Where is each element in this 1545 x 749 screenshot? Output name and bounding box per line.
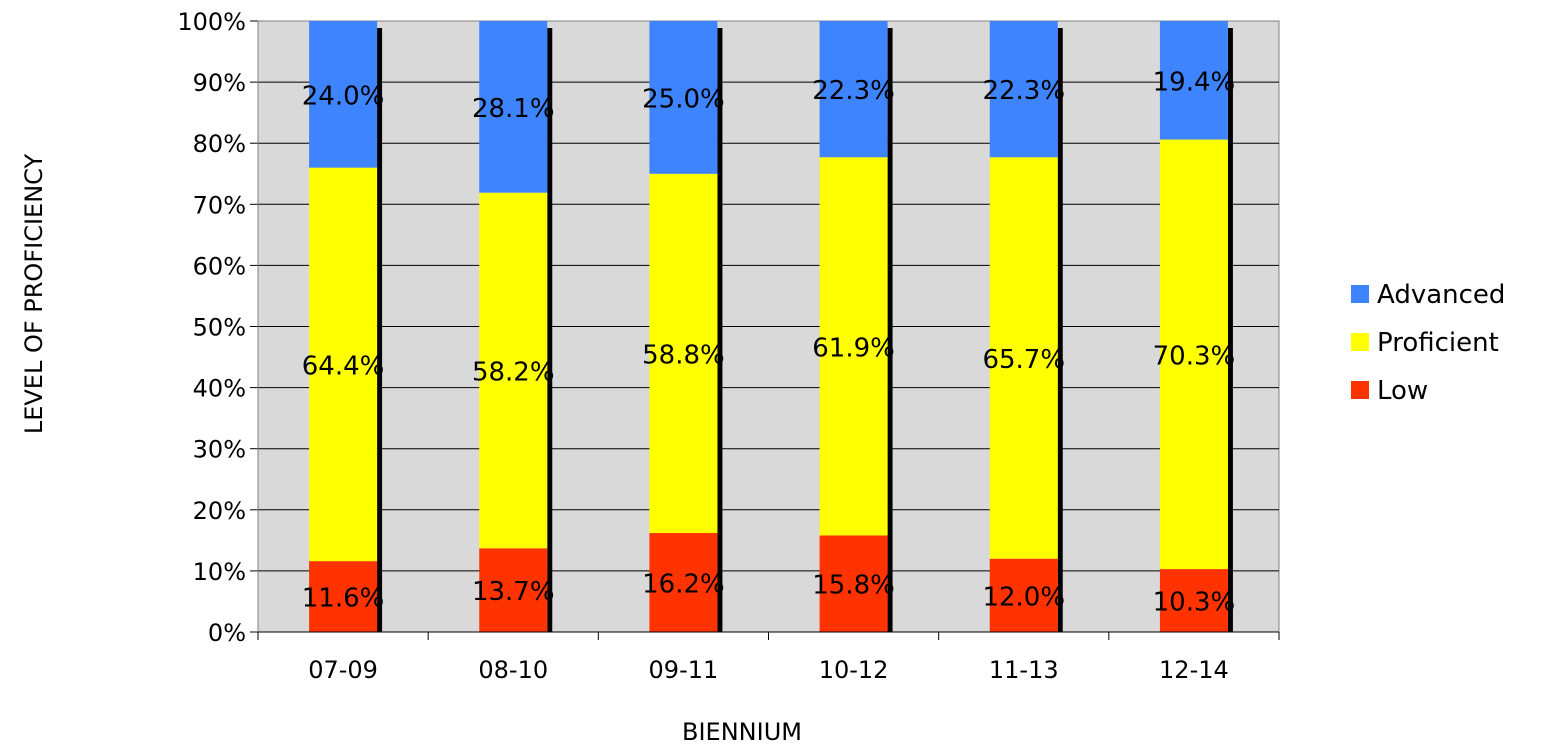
bar-low-09-11 [649, 533, 718, 632]
bar-proficient-07-09 [309, 167, 378, 562]
legend-swatch-advanced [1351, 285, 1369, 303]
bar-advanced-08-10 [479, 21, 548, 193]
bar-shadow [547, 28, 553, 632]
data-label-proficient: 61.9% [812, 333, 895, 363]
data-label-advanced: 19.4% [1153, 67, 1236, 97]
y-axis-title: LEVEL OF PROFICIENCY [20, 154, 48, 435]
bar-shadow [717, 28, 723, 632]
bar-low-07-09 [309, 561, 378, 632]
data-label-low: 15.8% [812, 571, 895, 601]
x-tick-labels: 07-09 08-10 09-11 10-12 11-13 12-14 [308, 656, 1229, 684]
data-label-proficient: 58.8% [642, 340, 725, 370]
data-label-low: 10.3% [1153, 588, 1236, 618]
data-label-low: 13.7% [472, 577, 555, 607]
bar-shadow [1057, 28, 1063, 632]
y-tick-labels: 0% 10% 20% 30% 40% 50% 60% 70% 80% 90% 100% [177, 8, 246, 647]
data-label-proficient: 70.3% [1153, 341, 1236, 371]
x-tick-label: 12-14 [1159, 656, 1229, 684]
bar-low-12-14 [1159, 569, 1228, 632]
legend-label-proficient: Proficient [1377, 328, 1499, 358]
bar-low-10-12 [819, 535, 888, 632]
data-labels: 11.6% 64.4% 24.0% 13.7% 58.2% 28.1% 16.2% 58.8%… [302, 67, 1235, 617]
y-tick-label: 40% [193, 375, 246, 403]
data-label-proficient: 65.7% [982, 345, 1065, 375]
bar-proficient-10-12 [819, 157, 888, 536]
data-label-proficient: 64.4% [302, 351, 385, 381]
bar-low-08-10 [479, 548, 548, 632]
legend-label-advanced: Advanced [1377, 280, 1505, 310]
y-tick-label: 70% [193, 191, 246, 219]
bar-advanced-07-09 [309, 21, 378, 168]
data-label-advanced: 28.1% [472, 94, 555, 124]
axes [250, 20, 1280, 640]
data-label-advanced: 22.3% [812, 76, 895, 106]
data-label-low: 11.6% [302, 584, 385, 614]
x-tick-label: 07-09 [308, 656, 378, 684]
y-tick-label: 50% [193, 314, 246, 342]
y-tick-label: 100% [177, 8, 246, 36]
data-label-low: 12.0% [982, 582, 1065, 612]
legend-swatch-proficient [1351, 333, 1369, 351]
bar-proficient-11-13 [989, 157, 1058, 559]
data-label-low: 16.2% [642, 570, 725, 600]
bars [309, 21, 1228, 632]
data-label-proficient: 58.2% [472, 357, 555, 387]
y-tick-label: 20% [193, 497, 246, 525]
bar-shadow [377, 28, 383, 632]
y-tick-label: 90% [193, 69, 246, 97]
bar-proficient-08-10 [479, 192, 548, 549]
bar-advanced-09-11 [649, 21, 718, 174]
y-tick-label: 60% [193, 252, 246, 280]
y-tick-label: 30% [193, 436, 246, 464]
y-tick-label: 10% [193, 558, 246, 586]
x-axis-title: BIENNIUM [682, 718, 802, 746]
bar-shadows [377, 28, 1233, 632]
data-label-advanced: 22.3% [982, 76, 1065, 106]
data-label-advanced: 25.0% [642, 84, 725, 114]
bar-proficient-09-11 [649, 173, 718, 534]
legend-swatch-low [1351, 381, 1369, 399]
y-tick-label: 0% [208, 619, 246, 647]
bar-shadow [1227, 28, 1233, 632]
data-label-advanced: 24.0% [302, 81, 385, 111]
legend: Advanced Proficient Low [1351, 280, 1505, 406]
x-tick-label: 08-10 [478, 656, 548, 684]
bar-low-11-13 [989, 558, 1058, 632]
y-tick-label: 80% [193, 130, 246, 158]
bar-proficient-12-14 [1159, 139, 1228, 570]
bar-advanced-11-13 [989, 21, 1058, 158]
x-tick-label: 10-12 [819, 656, 889, 684]
x-tick-label: 09-11 [649, 656, 719, 684]
bar-shadow [887, 28, 893, 632]
bar-advanced-12-14 [1159, 21, 1228, 140]
legend-label-low: Low [1377, 376, 1428, 406]
x-tick-label: 11-13 [989, 656, 1059, 684]
grid-lines [258, 81, 1279, 572]
bar-advanced-10-12 [819, 21, 888, 158]
